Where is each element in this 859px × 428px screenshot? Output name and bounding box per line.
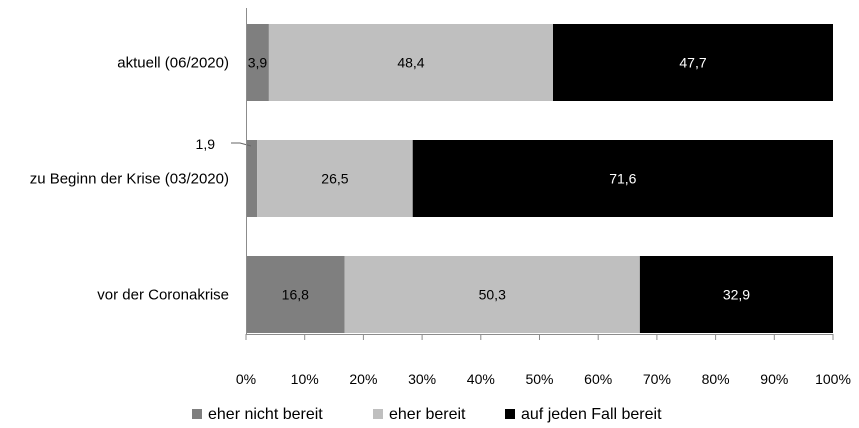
data-label: 16,8 [282, 287, 309, 303]
x-tick-label: 90% [760, 371, 788, 387]
x-tick-label: 60% [584, 371, 612, 387]
callout-leader-line [231, 142, 252, 147]
x-tick-label: 10% [291, 371, 319, 387]
x-tick-label: 0% [236, 371, 256, 387]
legend: eher nicht bereit eher bereit auf jeden Fa… [192, 406, 662, 423]
x-tick-label: 100% [815, 371, 851, 387]
x-tick-label: 70% [643, 371, 671, 387]
legend-swatch [373, 409, 383, 419]
legend-swatch [505, 409, 515, 419]
bar-segment [257, 140, 413, 217]
x-tick-label: 50% [525, 371, 553, 387]
legend-label: auf jeden Fall bereit [521, 406, 662, 423]
data-label: 26,5 [321, 171, 348, 187]
data-label: 50,3 [479, 287, 506, 303]
data-label: 3,9 [248, 55, 268, 71]
legend-label: eher bereit [389, 406, 466, 423]
bar-segment [246, 24, 269, 101]
data-label: 32,9 [723, 287, 750, 303]
x-tick-label: 80% [702, 371, 730, 387]
bar-segment [268, 24, 554, 101]
data-label: 1,9 [196, 136, 216, 152]
x-tick-label: 20% [349, 371, 377, 387]
data-label: 48,4 [397, 55, 424, 71]
x-tick-label: 30% [408, 371, 436, 387]
x-tick-label: 40% [467, 371, 495, 387]
bar-segment [553, 24, 833, 101]
bar-segment [639, 256, 833, 333]
legend-label: eher nicht bereit [208, 406, 323, 423]
category-label: aktuell (06/2020) [117, 55, 229, 72]
bar-segment [246, 256, 345, 333]
x-axis: 0% 10% 20% 30% 40% 50% 60% 70% 80% 90% 100% [236, 8, 851, 387]
bar-segment [246, 140, 258, 217]
category-labels: aktuell (06/2020) zu Beginn der Krise (03… [30, 55, 229, 304]
legend-swatch [192, 409, 202, 419]
data-label: 71,6 [609, 171, 636, 187]
data-label: 47,7 [679, 55, 706, 71]
bar-segment [344, 256, 640, 333]
category-label: vor der Coronakrise [97, 287, 229, 304]
bars-layer: 3,9 48,4 47,7 26,5 71,6 16,8 50,3 32,9 1,9 [196, 24, 833, 333]
category-label: zu Beginn der Krise (03/2020) [30, 171, 229, 188]
bar-segment [412, 140, 833, 217]
